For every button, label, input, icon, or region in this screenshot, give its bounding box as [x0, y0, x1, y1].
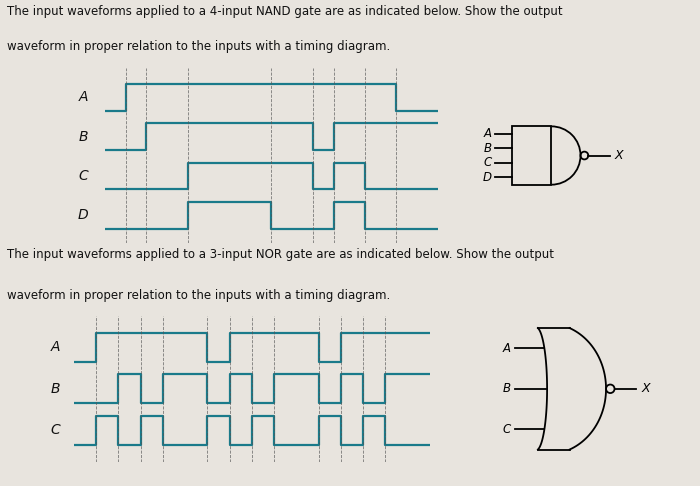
Text: X: X [642, 382, 650, 395]
Text: D: D [483, 171, 492, 184]
Text: C: C [484, 156, 492, 169]
Text: B: B [78, 130, 88, 144]
Text: B: B [51, 382, 60, 396]
Text: The input waveforms applied to a 4-input NAND gate are as indicated below. Show : The input waveforms applied to a 4-input… [7, 5, 563, 18]
Text: A: A [503, 342, 510, 355]
Text: A: A [78, 90, 88, 104]
Text: C: C [50, 423, 60, 437]
Text: B: B [484, 142, 492, 155]
Text: X: X [615, 149, 624, 162]
Text: waveform in proper relation to the inputs with a timing diagram.: waveform in proper relation to the input… [7, 40, 391, 53]
Text: C: C [503, 423, 510, 436]
Text: B: B [503, 382, 510, 395]
Bar [512, 126, 552, 185]
Text: waveform in proper relation to the inputs with a timing diagram.: waveform in proper relation to the input… [7, 289, 391, 302]
Text: A: A [51, 340, 60, 354]
Text: D: D [78, 208, 88, 222]
Text: A: A [484, 127, 492, 140]
Text: C: C [78, 169, 88, 183]
Text: The input waveforms applied to a 3-input NOR gate are as indicated below. Show t: The input waveforms applied to a 3-input… [7, 248, 554, 261]
